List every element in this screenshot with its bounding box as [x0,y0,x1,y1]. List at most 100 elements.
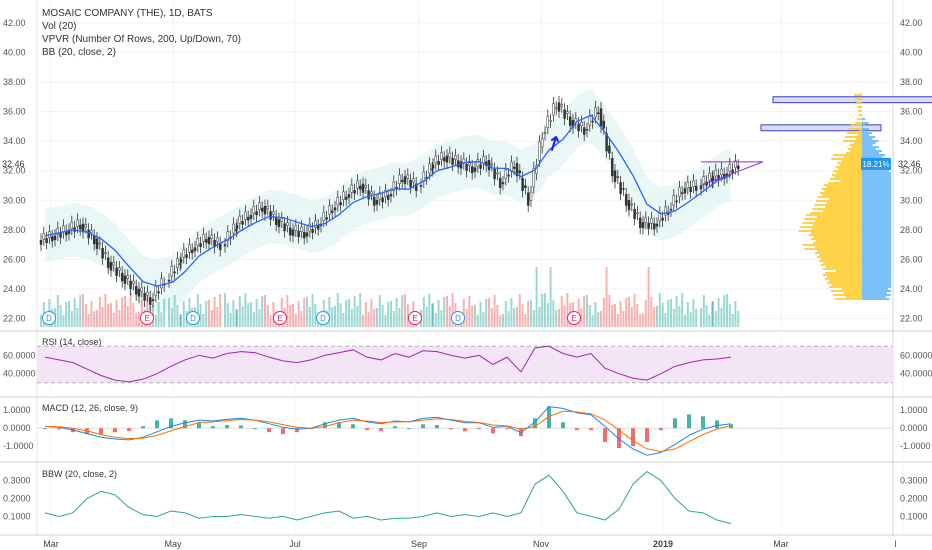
x-tick-label: Mar [43,539,59,549]
volume-bar [672,309,675,327]
vpvr-down-bar [823,268,862,270]
volume-bar [723,295,726,327]
volume-bar [636,304,639,327]
volume-bar [479,302,482,327]
vpvr-up-bar [862,206,891,208]
volume-bar [555,310,558,327]
earnings-label: E [412,314,417,323]
candle-body [630,203,634,206]
candle-body [106,257,110,268]
candle-body [678,187,681,197]
volume-bar [104,294,107,327]
macd-histogram-bar [407,428,411,430]
candle-body [655,223,659,227]
volume-bar [376,308,378,327]
vpvr-up-bar [862,224,891,226]
volume-bar [661,303,664,327]
volume-bar [468,296,471,327]
volume-bar [381,305,384,327]
volume-bar [717,298,720,327]
volume-bar [182,301,185,327]
legend-title: MOSAIC COMPANY (THE), 1D, BATS [42,8,213,19]
vpvr-up-bar [862,146,879,148]
vpvr-up-bar [862,270,891,272]
volume-bar [504,301,507,327]
volume-bar [56,295,59,327]
volume-bar [213,297,216,327]
candle-body [193,247,197,251]
vpvr-down-bar [811,228,862,230]
dividend-label: D [320,314,326,323]
volume-bar [328,297,331,327]
candle-body [602,120,606,129]
vpvr-down-bar [824,278,862,280]
vpvr-down-bar [817,250,862,252]
volume-bar [538,307,541,327]
vpvr-up-bar [862,250,891,252]
macd-histogram-bar [505,428,509,430]
candle-body [207,237,211,245]
volume-bar [692,299,695,327]
volume-bar [98,297,101,327]
vpvr-up-bar [862,244,891,246]
vpvr-down-bar [833,170,862,172]
price-tick-left: 26.00 [3,254,26,264]
vpvr-up-bar [862,194,891,196]
price-tick-right: 22.00 [900,314,923,324]
vpvr-down-bar [838,168,862,170]
candle-body [370,191,373,195]
vpvr-up-bar [862,128,869,130]
vpvr-up-bar [862,248,891,250]
macd-histogram-bar [211,426,215,429]
macd-histogram-bar [547,406,551,429]
candle-body [498,177,502,188]
earnings-label: E [277,314,282,323]
vpvr-up-bar [862,294,891,296]
volume-bar [138,312,140,327]
candle-body [616,176,620,178]
candle-body [137,288,141,297]
vpvr-up-bar [862,196,891,198]
candle-body [249,214,253,219]
vpvr-down-bar [831,158,862,160]
volume-bar [241,306,244,327]
volume-bar [726,294,728,327]
volume-bar [160,312,163,327]
vpvr-down-bar [804,248,862,250]
volume-bar [210,310,213,327]
volume-bar [90,301,93,327]
volume-bar [608,295,611,327]
macd-histogram-bar [715,420,719,429]
vpvr-down-bar [855,122,862,124]
vpvr-down-bar [848,128,862,130]
vpvr-up-bar [862,220,891,222]
volume-bar [580,309,583,327]
vpvr-up-bar [862,234,891,236]
vpvr-down-bar [798,230,862,232]
candle-body [487,160,491,171]
volume-bar [300,311,303,327]
volume-bar [734,301,737,327]
candle-body [552,103,555,116]
candle-body [652,223,656,230]
candle-body [588,115,592,126]
vpvr-down-bar [849,144,862,146]
volume-bar [633,294,636,327]
volume-bar [583,296,586,327]
candle-body [378,192,382,200]
vpvr-down-bar [810,238,862,240]
volume-bar [518,294,521,327]
vpvr-up-bar [862,150,882,152]
macd-histogram-bar [225,425,229,429]
vpvr-down-bar [829,280,862,282]
candle-body [53,235,57,241]
volume-bar [628,297,630,327]
vpvr-up-bar [862,124,866,126]
vpvr-up-bar [862,202,891,204]
candle-body [342,191,345,200]
vpvr-up-bar [862,126,863,128]
candle-body [650,218,653,224]
vpvr-down-bar [835,298,862,300]
volume-bar [289,305,292,327]
